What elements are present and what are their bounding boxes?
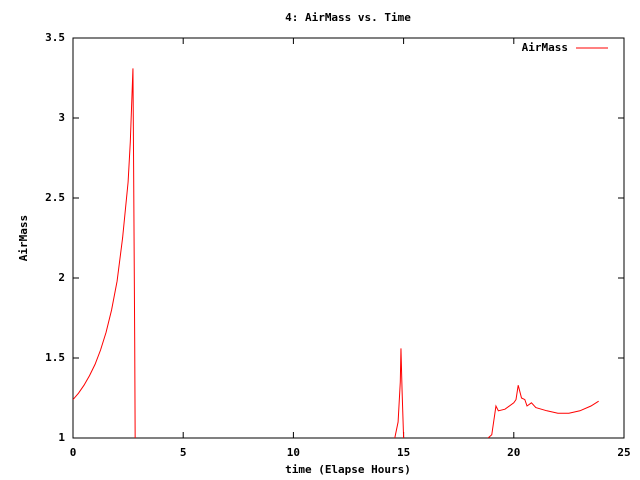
x-tick-label: 25 [617, 446, 630, 459]
y-tick-label: 2 [58, 271, 65, 284]
y-tick-label: 1.5 [45, 351, 65, 364]
y-tick-label: 2.5 [45, 191, 65, 204]
x-tick-label: 10 [287, 446, 300, 459]
x-tick-label: 0 [70, 446, 77, 459]
x-tick-label: 20 [507, 446, 520, 459]
y-tick-label: 3 [58, 111, 65, 124]
y-axis-label: AirMass [17, 215, 30, 261]
legend-label: AirMass [522, 41, 568, 54]
plot-frame [72, 37, 625, 439]
x-tick-label: 15 [397, 446, 410, 459]
chart-title: 4: AirMass vs. Time [285, 11, 411, 24]
data-line [73, 68, 599, 438]
x-axis-label: time (Elapse Hours) [285, 463, 411, 476]
y-tick-label: 1 [58, 431, 65, 444]
x-tick-label: 5 [180, 446, 187, 459]
y-tick-label: 3.5 [45, 31, 65, 44]
